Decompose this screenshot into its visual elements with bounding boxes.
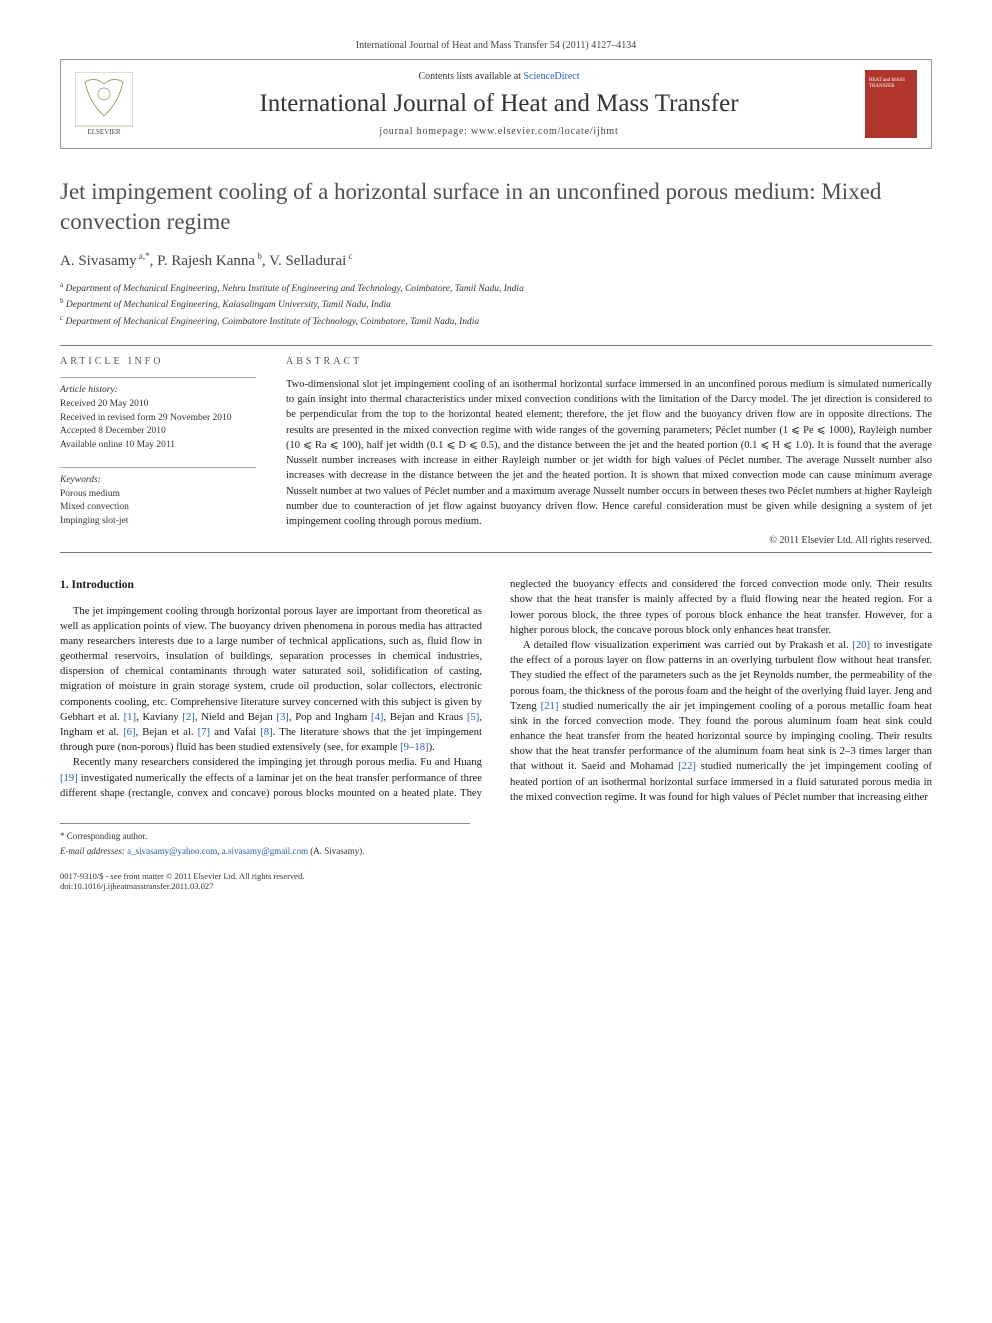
cover-label: HEAT and MASS TRANSFER [869, 78, 913, 90]
intro-para-1: The jet impingement cooling through hori… [60, 604, 482, 756]
homepage-url[interactable]: www.elsevier.com/locate/ijhmt [471, 126, 619, 137]
ref-citation[interactable]: [7] [198, 726, 210, 738]
author-2-aff: b [255, 251, 262, 261]
abstract-text: Two-dimensional slot jet impingement coo… [286, 377, 932, 529]
email-attrib: (A. Sivasamy). [310, 846, 364, 856]
keywords-label: Keywords: [60, 474, 256, 488]
author-3: V. Selladurai [269, 253, 346, 269]
divider-rule-2 [60, 552, 932, 553]
divider-rule [60, 345, 932, 346]
ref-citation[interactable]: [8] [260, 726, 272, 738]
corr-author-label: * Corresponding author. [60, 830, 470, 843]
affiliations-block: a Department of Mechanical Engineering, … [60, 280, 932, 329]
ref-citation[interactable]: [3] [276, 711, 288, 723]
article-info-column: article info Article history: Received 2… [60, 356, 256, 546]
corresponding-author-footer: * Corresponding author. E-mail addresses… [60, 823, 470, 857]
author-1-aff: a, [137, 251, 146, 261]
ref-citation[interactable]: [19] [60, 772, 78, 784]
ref-citation[interactable]: [2] [182, 711, 194, 723]
sciencedirect-link[interactable]: ScienceDirect [523, 71, 579, 82]
keyword-1: Porous medium [60, 488, 256, 502]
history-online: Available online 10 May 2011 [60, 439, 256, 453]
keyword-3: Impinging slot-jet [60, 515, 256, 529]
ref-citation[interactable]: [1] [124, 711, 136, 723]
journal-name: International Journal of Heat and Mass T… [147, 90, 851, 118]
abstract-heading: abstract [286, 356, 932, 367]
email-label: E-mail addresses: [60, 846, 125, 856]
journal-cover-thumbnail: HEAT and MASS TRANSFER [865, 70, 917, 138]
history-label: Article history: [60, 384, 256, 398]
corr-marker: * [145, 251, 150, 261]
ref-citation[interactable]: [5] [467, 711, 479, 723]
email-link-1[interactable]: a_sivasamy@yahoo.com [127, 846, 217, 856]
affiliation-c: c Department of Mechanical Engineering, … [60, 313, 932, 329]
doi-footer-row: 0017-9310/$ - see front matter © 2011 El… [60, 867, 932, 891]
journal-reference: International Journal of Heat and Mass T… [60, 40, 932, 51]
contents-prefix: Contents lists available at [418, 71, 523, 82]
homepage-prefix: journal homepage: [379, 126, 471, 137]
ref-citation[interactable]: [21] [541, 700, 559, 712]
history-revised: Received in revised form 29 November 201… [60, 412, 256, 426]
ref-citation[interactable]: [20] [852, 639, 870, 651]
contents-available-line: Contents lists available at ScienceDirec… [147, 71, 851, 82]
affiliation-a: a Department of Mechanical Engineering, … [60, 280, 932, 296]
section-heading-intro: 1. Introduction [60, 577, 482, 593]
email-line: E-mail addresses: a_sivasamy@yahoo.com, … [60, 845, 470, 858]
article-body: 1. Introduction The jet impingement cool… [60, 577, 932, 805]
author-3-aff: c [346, 251, 352, 261]
article-info-heading: article info [60, 356, 256, 367]
email-link-2[interactable]: a.sivasamy@gmail.com [222, 846, 308, 856]
author-2: P. Rajesh Kanna [157, 253, 255, 269]
article-title: Jet impingement cooling of a horizontal … [60, 177, 932, 237]
history-received: Received 20 May 2010 [60, 398, 256, 412]
journal-homepage-line: journal homepage: www.elsevier.com/locat… [147, 126, 851, 137]
article-history-block: Article history: Received 20 May 2010 Re… [60, 377, 256, 453]
ref-citation[interactable]: [6] [123, 726, 135, 738]
abstract-copyright: © 2011 Elsevier Ltd. All rights reserved… [286, 535, 932, 546]
author-1: A. Sivasamy [60, 253, 137, 269]
authors-line: A. Sivasamy a,*, P. Rajesh Kanna b, V. S… [60, 251, 932, 270]
keyword-2: Mixed convection [60, 501, 256, 515]
history-accepted: Accepted 8 December 2010 [60, 425, 256, 439]
affiliation-b: b Department of Mechanical Engineering, … [60, 296, 932, 312]
abstract-column: abstract Two-dimensional slot jet imping… [286, 356, 932, 546]
intro-para-3: A detailed flow visualization experiment… [510, 638, 932, 805]
elsevier-logo: ELSEVIER [75, 72, 133, 136]
info-abstract-row: article info Article history: Received 2… [60, 356, 932, 546]
ref-citation[interactable]: [9–18] [400, 741, 429, 753]
ref-citation[interactable]: [22] [678, 760, 696, 772]
ref-citation[interactable]: [4] [371, 711, 383, 723]
doi-line: doi:10.1016/j.ijheatmasstransfer.2011.03… [60, 881, 304, 891]
issn-line: 0017-9310/$ - see front matter © 2011 El… [60, 871, 304, 881]
journal-header: ELSEVIER Contents lists available at Sci… [60, 59, 932, 149]
keywords-block: Keywords: Porous medium Mixed convection… [60, 467, 256, 529]
publisher-name: ELSEVIER [87, 128, 120, 136]
